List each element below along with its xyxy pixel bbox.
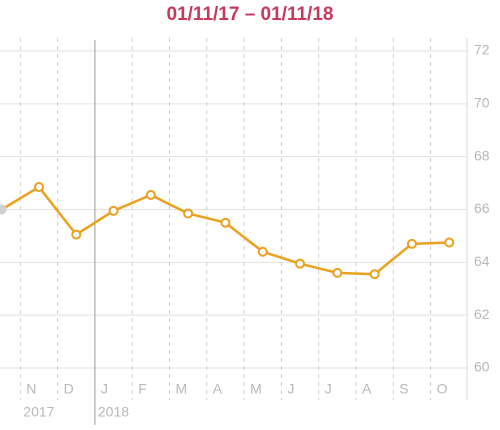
x-tick-label: J	[101, 381, 108, 397]
y-tick-label: 72	[474, 42, 490, 58]
data-point	[406, 238, 417, 249]
x-tick-label: F	[138, 381, 147, 397]
x-tick-label: O	[437, 381, 448, 397]
x-tick-label: S	[399, 381, 408, 397]
y-tick-label: 68	[474, 147, 490, 163]
y-tick-label: 60	[474, 359, 490, 375]
x-tick-label: N	[26, 381, 36, 397]
chart-title: 01/11/17 – 01/11/18	[167, 4, 334, 25]
x-tick-label: A	[362, 381, 372, 397]
x-tick-label: M	[176, 381, 188, 397]
y-tick-label: 62	[474, 306, 490, 322]
data-point	[71, 229, 82, 240]
y-tick-label: 66	[474, 200, 490, 216]
x-tick-label: M	[250, 381, 262, 397]
y-tick-label: 64	[474, 253, 490, 269]
data-line	[1, 185, 450, 276]
data-point	[444, 237, 455, 248]
year-label: 2017	[23, 404, 54, 420]
year-label: 2018	[98, 404, 129, 420]
x-tick-label: A	[213, 381, 223, 397]
data-point	[108, 205, 119, 216]
data-point	[220, 217, 231, 228]
data-point	[332, 267, 343, 278]
data-point	[145, 189, 156, 200]
y-tick-label: 70	[474, 95, 490, 111]
data-point	[369, 269, 380, 280]
x-tick-label: D	[64, 381, 74, 397]
x-tick-label: J	[287, 381, 294, 397]
data-point	[257, 246, 268, 257]
data-point	[183, 208, 194, 219]
x-tick-label: J	[325, 381, 332, 397]
data-point	[33, 182, 44, 193]
data-point	[295, 258, 306, 269]
data-point	[0, 204, 7, 215]
